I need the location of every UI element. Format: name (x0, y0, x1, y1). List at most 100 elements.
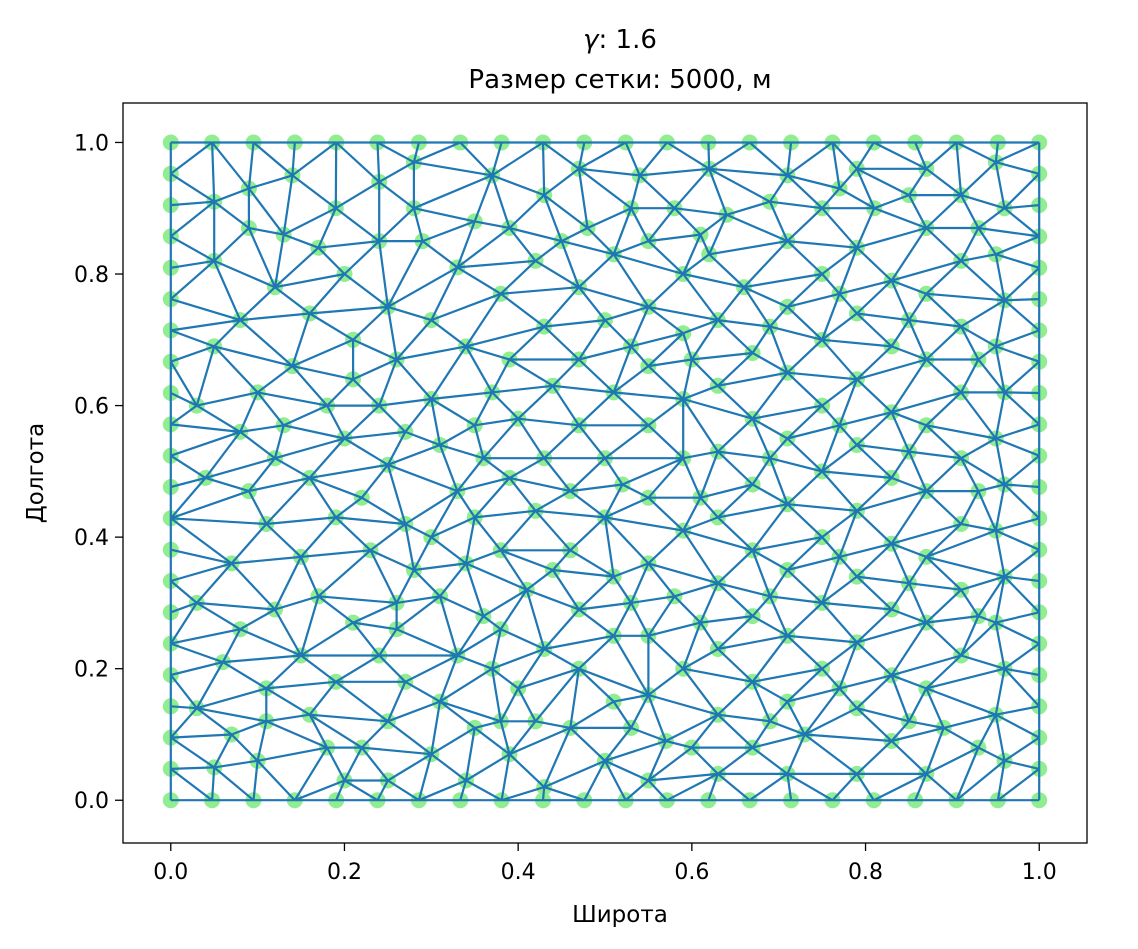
mesh-edge (509, 476, 571, 493)
mesh-edge (769, 174, 789, 203)
mesh-edge (751, 720, 771, 749)
mesh-edge (170, 601, 198, 614)
mesh-edge (473, 477, 511, 519)
mesh-edge (491, 174, 545, 197)
mesh-edge (647, 240, 684, 275)
mesh-edge (787, 424, 840, 440)
mesh-edge (552, 384, 614, 394)
mesh-edge (335, 180, 380, 210)
mesh-edge (648, 305, 719, 322)
mesh-edge (231, 555, 302, 565)
mesh-edge (977, 490, 997, 532)
mesh-edge (1003, 575, 1040, 614)
mesh-edge (908, 424, 928, 453)
mesh-edge (308, 437, 346, 479)
mesh-edge (630, 332, 684, 348)
mesh-edge (534, 510, 572, 552)
mesh-edge (769, 569, 789, 597)
mesh-edge (995, 253, 1040, 269)
mesh-edge (213, 227, 250, 262)
mesh-edge (196, 687, 267, 710)
mesh-edge (925, 292, 962, 328)
axes-frame (122, 102, 1088, 844)
mesh-edge (682, 668, 719, 716)
mesh-edge (542, 141, 580, 170)
mesh-edge (856, 542, 893, 578)
chart-title-line1: γ: 1.6 (583, 25, 657, 55)
mesh-edge (787, 240, 858, 249)
mesh-edge (682, 667, 753, 683)
mesh-edge (422, 220, 476, 243)
mesh-edge (577, 168, 589, 229)
mesh-edge (926, 615, 979, 624)
mesh-edge (682, 253, 710, 275)
x-tick-label: 1.0 (1022, 860, 1057, 885)
mesh-edge (240, 424, 284, 433)
mesh-edge (630, 595, 675, 604)
mesh-edge (838, 510, 858, 558)
mesh-edge (699, 582, 719, 624)
mesh-edge (925, 457, 962, 492)
mesh-edge (457, 259, 536, 269)
mesh-edge (404, 398, 433, 433)
mesh-edge (335, 516, 406, 526)
mesh-edge (699, 496, 719, 519)
mesh-edge (439, 700, 476, 729)
mesh-edge (717, 681, 754, 716)
y-tick-label: 0.4 (74, 526, 109, 551)
mesh-edge (960, 194, 980, 229)
mesh-edge (438, 655, 459, 702)
mesh-edge (856, 279, 893, 315)
mesh-edge (335, 207, 380, 242)
mesh-edge (170, 392, 198, 407)
mesh-edge (439, 443, 484, 460)
mesh-edge (648, 358, 692, 368)
mesh-edge (465, 325, 545, 348)
mesh-edge (1003, 360, 1040, 394)
mesh-edge (978, 226, 1040, 238)
mesh-edge (335, 141, 380, 183)
mesh-edge (534, 490, 571, 512)
mesh-edge (908, 720, 944, 729)
mesh-edge (386, 681, 407, 722)
mesh-edge (265, 687, 311, 716)
mesh-edge (499, 589, 528, 630)
mesh-edge (786, 437, 823, 473)
mesh-edge (647, 635, 684, 670)
mesh-edge (647, 457, 685, 499)
mesh-edge (376, 779, 389, 801)
mesh-edge (890, 582, 910, 611)
mesh-edge (378, 359, 398, 406)
mesh-edge (612, 700, 633, 729)
mesh-edge (752, 733, 805, 749)
mesh-edge (543, 325, 580, 361)
mesh-edge (682, 359, 693, 400)
mesh-edge (639, 167, 710, 177)
mesh-edge (252, 760, 259, 801)
mesh-edge (474, 509, 536, 519)
mesh-edge (914, 142, 928, 170)
mesh-edge (352, 306, 389, 341)
mesh-edge (699, 213, 728, 236)
mesh-edge (430, 398, 476, 427)
mesh-edge (309, 713, 363, 749)
mesh-edge (673, 595, 702, 624)
mesh-edge (578, 286, 649, 308)
mesh-edge (786, 273, 823, 308)
mesh-edge (994, 530, 1006, 577)
mesh-edge (413, 562, 467, 572)
mesh-edge (630, 602, 650, 637)
mesh-edge (266, 680, 336, 690)
mesh-edge (630, 175, 641, 209)
mesh-edge (621, 457, 684, 486)
mesh-edge (925, 260, 962, 295)
mesh-edge (691, 358, 719, 387)
mesh-edge (717, 450, 771, 460)
mesh-edge (994, 438, 1006, 485)
mesh-edge (239, 286, 276, 321)
mesh-edge (474, 417, 519, 427)
mesh-edge (786, 734, 806, 775)
mesh-edge (621, 483, 649, 499)
mesh-edge (630, 306, 650, 347)
mesh-edge (196, 404, 241, 433)
